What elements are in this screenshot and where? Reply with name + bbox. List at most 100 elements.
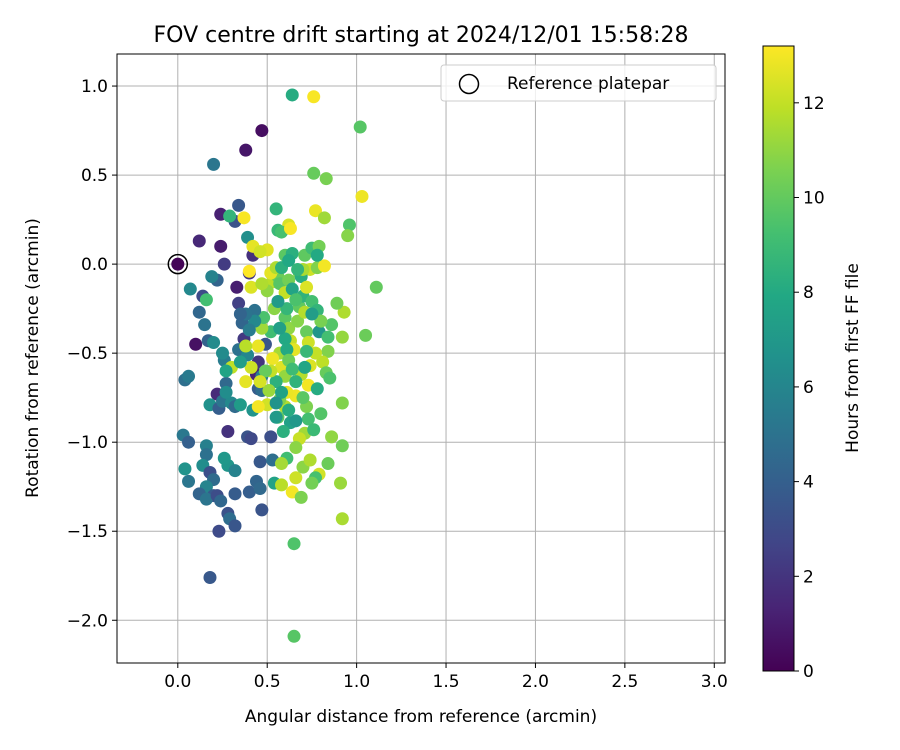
scatter-point [192, 305, 206, 319]
scatter-point [244, 280, 258, 294]
scatter-point [305, 307, 319, 321]
scatter-point [275, 457, 289, 471]
scatter-point [342, 218, 356, 232]
x-tick-label: 2.0 [522, 672, 549, 692]
scatter-point [207, 335, 221, 349]
scatter-point [359, 328, 373, 342]
scatter-point [199, 492, 213, 506]
colorbar-tick-label: 12 [803, 94, 825, 114]
y-tick-label: −1.0 [67, 433, 108, 453]
scatter-point [275, 385, 289, 399]
x-tick-label: 0.5 [254, 672, 281, 692]
scatter-point [269, 202, 283, 216]
scatter-point [317, 211, 331, 225]
scatter-point [335, 396, 349, 410]
scatter-point [305, 476, 319, 490]
scatter-point [199, 293, 213, 307]
reference-platepar-marker [167, 253, 189, 275]
scatter-point [285, 362, 299, 376]
scatter-point [189, 337, 203, 351]
scatter-point [266, 352, 280, 365]
scatter-point [244, 360, 258, 374]
scatter-point [291, 262, 305, 276]
scatter-point [300, 280, 314, 294]
colorbar-tick-label: 2 [803, 567, 814, 587]
scatter-point [242, 323, 256, 337]
scatter-point [301, 412, 315, 426]
scatter-point [242, 485, 256, 499]
y-axis-label: Rotation from reference (arcmin) [23, 218, 43, 498]
y-tick-label: −0.5 [67, 344, 108, 364]
scatter-point [334, 476, 348, 490]
scatter-point [262, 384, 276, 398]
scatter-point [317, 259, 331, 273]
colorbar-tick-label: 4 [803, 473, 814, 493]
scatter-point [232, 296, 246, 310]
scatter-point [308, 204, 322, 218]
scatter-point [205, 270, 219, 284]
scatter-point [255, 124, 269, 138]
x-axis-label: Angular distance from reference (arcmin) [245, 707, 597, 727]
scatter-point [310, 382, 324, 396]
y-tick-label: 1.0 [81, 77, 108, 97]
scatter-point [269, 410, 283, 424]
scatter-point [298, 360, 312, 374]
scatter-point [369, 280, 383, 294]
scatter-point [314, 407, 328, 421]
scatter-point [319, 172, 333, 186]
scatter-point [314, 314, 328, 328]
legend-label: Reference platepar [507, 74, 669, 94]
scatter-point [171, 257, 185, 271]
scatter-point [216, 346, 230, 360]
scatter-point [239, 375, 253, 389]
scatter-point [212, 524, 226, 538]
scatter-point [233, 355, 247, 369]
scatter-point [237, 211, 251, 225]
scatter-point [253, 455, 267, 469]
x-tick-label: 1.0 [343, 672, 370, 692]
scatter-point [325, 430, 339, 444]
colorbar-tick-label: 8 [803, 283, 814, 303]
scatter-point [178, 462, 192, 476]
scatter-point [280, 343, 294, 357]
scatter-point [273, 321, 287, 335]
scatter-point [307, 90, 321, 104]
x-axis-ticks: 0.0 0.5 1.0 1.5 2.0 2.5 3.0 [164, 663, 728, 692]
y-tick-label: −1.5 [67, 522, 108, 542]
y-tick-label: −2.0 [67, 611, 108, 631]
x-tick-label: 0.0 [164, 672, 191, 692]
scatter-point [355, 189, 369, 203]
scatter-point [285, 282, 299, 296]
colorbar-gradient [762, 45, 795, 672]
scatter-point [287, 629, 301, 643]
scatter-point [233, 398, 247, 412]
scatter-point [255, 503, 269, 517]
scatter-point [289, 441, 303, 455]
scatter-point [271, 295, 285, 309]
scatter-point [310, 248, 324, 262]
scatter-point [280, 302, 294, 316]
scatter-point [251, 339, 265, 353]
scatter-point [228, 464, 242, 478]
scatter-point [275, 478, 289, 492]
scatter-point [269, 375, 283, 389]
scatter-point [323, 371, 337, 385]
colorbar-ticks: 0 2 4 6 8 10 12 [794, 94, 825, 682]
scatter-point [182, 369, 196, 383]
scatter-point [239, 143, 253, 157]
scatter-point [239, 339, 253, 353]
scatter-point [289, 293, 303, 307]
colorbar-tick-label: 10 [803, 189, 825, 209]
y-tick-label: 0.5 [81, 166, 108, 186]
scatter-point [253, 481, 267, 495]
scatter-point [207, 157, 221, 171]
scatter-point [242, 264, 256, 278]
legend-marker-icon [458, 73, 480, 95]
scatter-point [183, 282, 197, 296]
y-axis-ticks: 1.0 0.5 0.0 −0.5 −1.0 −1.5 −2.0 [67, 77, 117, 631]
x-tick-label: 2.5 [611, 672, 638, 692]
x-tick-label: 3.0 [701, 672, 728, 692]
scatter-point [335, 439, 349, 453]
reference-marker [167, 253, 189, 275]
